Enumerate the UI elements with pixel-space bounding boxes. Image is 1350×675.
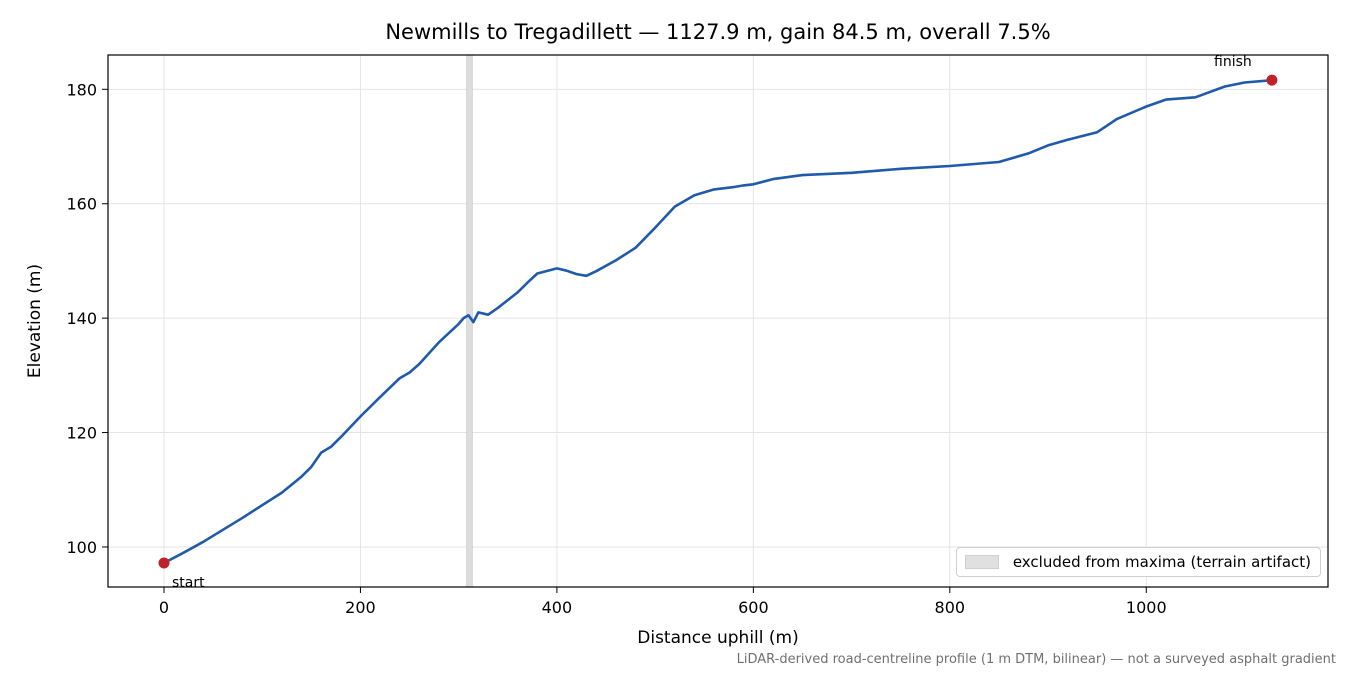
- source-note: LiDAR-derived road-centreline profile (1…: [736, 652, 1336, 667]
- y-tick-label: 140: [66, 309, 97, 328]
- y-tick-label: 160: [66, 195, 97, 214]
- grid: [108, 55, 1328, 587]
- y-tick-label: 120: [66, 424, 97, 443]
- finish-label: finish: [1214, 54, 1252, 70]
- x-tick-label: 1000: [1126, 598, 1167, 617]
- elevation-profile-line: [163, 78, 1273, 565]
- y-tick-label: 180: [66, 80, 97, 99]
- x-tick-label: 0: [159, 598, 169, 617]
- x-tick-label: 800: [935, 598, 966, 617]
- y-tick-label: 100: [66, 538, 97, 557]
- y-axis-ticks: 100 120 140 160 180: [66, 80, 108, 557]
- plot-frame: [107, 54, 1329, 588]
- x-axis-ticks: 0 200 400 600 800 1000: [159, 587, 1167, 617]
- x-tick-label: 200: [345, 598, 376, 617]
- x-tick-label: 400: [542, 598, 573, 617]
- x-tick-label: 600: [738, 598, 769, 617]
- legend-swatch-excluded: [964, 555, 999, 569]
- finish-marker: [1266, 74, 1278, 86]
- legend-label: excluded from maxima (terrain artifact): [1012, 553, 1311, 571]
- start-marker: [158, 557, 170, 569]
- y-axis-label: Elevation (m): [25, 263, 45, 379]
- x-axis-label: Distance uphill (m): [637, 628, 799, 648]
- start-label: start: [172, 575, 205, 591]
- chart-title: Newmills to Tregadillett — 1127.9 m, gai…: [385, 20, 1051, 44]
- legend: excluded from maxima (terrain artifact): [955, 547, 1321, 577]
